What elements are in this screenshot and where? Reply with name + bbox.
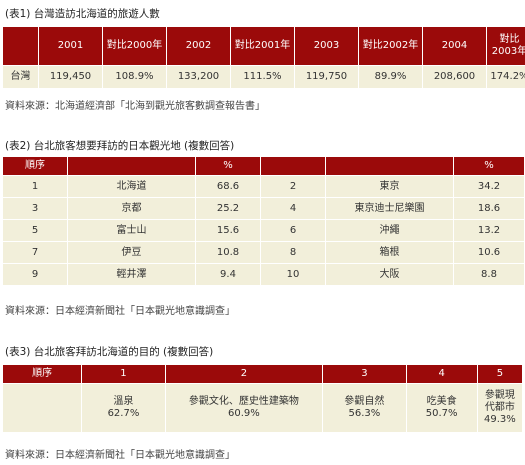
table2-cell: 京都 xyxy=(68,198,195,219)
table2-title: (表2) 台北旅客想要拜訪的日本觀光地 (複數回答) xyxy=(5,140,235,152)
table1-cell: 111.5% xyxy=(231,66,294,88)
table1-cell-region: 台灣 xyxy=(3,66,38,88)
table2-cell: 25.2 xyxy=(196,198,260,219)
table3-header-3: 3 xyxy=(323,365,406,383)
table1-source: 資料來源：北海道經濟部「北海到觀光旅客數調查報告書」 xyxy=(5,101,265,112)
table2-header-place2 xyxy=(326,157,453,175)
table3-cell: 參觀現 代都市 49.3% xyxy=(477,384,522,432)
table2-header-rank2 xyxy=(261,157,325,175)
table1-header-2002: 2002 xyxy=(167,27,230,65)
table2-cell: 13.2 xyxy=(454,220,524,241)
table1-cell: 119,750 xyxy=(295,66,358,88)
table2-cell: 10.8 xyxy=(196,242,260,263)
table2-cell: 沖繩 xyxy=(326,220,453,241)
table2-cell: 1 xyxy=(3,176,67,197)
table2-source: 資料來源：日本經濟新聞社「日本觀光地意識調查」 xyxy=(5,306,235,317)
table2-cell: 8.8 xyxy=(454,264,524,285)
table3-item-pct: 56.3% xyxy=(348,408,381,419)
table1-header-vs2000: 對比2000年 xyxy=(103,27,166,65)
table3-cell-blank xyxy=(3,384,82,432)
table-row: 台灣 119,450 108.9% 133,200 111.5% 119,750… xyxy=(3,66,525,88)
table2-cell: 大阪 xyxy=(326,264,453,285)
table1-header-blank xyxy=(3,27,38,65)
table-row: 3 京都 25.2 4 東京迪士尼樂園 18.6 xyxy=(3,198,524,219)
table1-header-vs2003: 對比2003年 xyxy=(487,27,525,65)
table3-item-label: 參觀文化、歷史性建築物 xyxy=(188,396,299,407)
table2-cell: 34.2 xyxy=(454,176,524,197)
table3-header-4: 4 xyxy=(406,365,477,383)
table2-cell: 7 xyxy=(3,242,67,263)
table2-header-row: 順序 % % xyxy=(3,157,524,175)
table3: 順序 1 2 3 4 5 溫泉 62.7% 參觀文化、歷史性建築物 60.9% … xyxy=(2,364,523,433)
table2-cell: 68.6 xyxy=(196,176,260,197)
table2-cell: 18.6 xyxy=(454,198,524,219)
table3-title: (表3) 台北旅客拜訪北海道的目的 (複數回答) xyxy=(5,346,214,358)
table2-cell: 8 xyxy=(261,242,325,263)
table3-cell: 溫泉 62.7% xyxy=(82,384,165,432)
table1-cell: 208,600 xyxy=(423,66,486,88)
table3-item-pct: 50.7% xyxy=(425,408,458,419)
table1-cell: 89.9% xyxy=(359,66,422,88)
table3-item-label: 代都市 xyxy=(484,402,515,413)
table2-cell: 箱根 xyxy=(326,242,453,263)
table-row: 1 北海道 68.6 2 東京 34.2 xyxy=(3,176,524,197)
table2-header-pct: % xyxy=(196,157,260,175)
table2-cell: 輕井澤 xyxy=(68,264,195,285)
table1-cell: 108.9% xyxy=(103,66,166,88)
table1: 2001 對比2000年 2002 對比2001年 2003 對比2002年 2… xyxy=(2,26,525,89)
table1-cell: 174.2% xyxy=(487,66,525,88)
table1-cell: 119,450 xyxy=(39,66,102,88)
table-row: 7 伊豆 10.8 8 箱根 10.6 xyxy=(3,242,524,263)
table1-header-vs2001: 對比2001年 xyxy=(231,27,294,65)
table3-item-label: 溫泉 xyxy=(113,396,134,407)
table3-header-1: 1 xyxy=(82,365,165,383)
table3-header-2: 2 xyxy=(165,365,323,383)
table3-item-pct: 60.9% xyxy=(228,408,260,419)
table3-cell: 吃美食 50.7% xyxy=(406,384,477,432)
table2-cell: 東京迪士尼樂園 xyxy=(326,198,453,219)
table3-header-rank: 順序 xyxy=(3,365,82,383)
table-row: 溫泉 62.7% 參觀文化、歷史性建築物 60.9% 參觀自然 56.3% 吃美… xyxy=(3,384,522,432)
table3-header-row: 順序 1 2 3 4 5 xyxy=(3,365,522,383)
table2-cell: 北海道 xyxy=(68,176,195,197)
table3-header-5: 5 xyxy=(477,365,522,383)
table2-cell: 東京 xyxy=(326,176,453,197)
table2-cell: 2 xyxy=(261,176,325,197)
table3-cell: 參觀文化、歷史性建築物 60.9% xyxy=(165,384,323,432)
table3-item-label: 吃美食 xyxy=(426,396,457,407)
table2-header-rank: 順序 xyxy=(3,157,67,175)
table2-cell: 5 xyxy=(3,220,67,241)
table1-header-2003: 2003 xyxy=(295,27,358,65)
table3-item-label: 參觀自然 xyxy=(344,396,385,407)
table1-header-vs2002: 對比2002年 xyxy=(359,27,422,65)
table2-cell: 10.6 xyxy=(454,242,524,263)
table2-cell: 15.6 xyxy=(196,220,260,241)
table2: 順序 % % 1 北海道 68.6 2 東京 34.2 3 京都 25.2 4 … xyxy=(2,156,525,286)
table2-cell: 3 xyxy=(3,198,67,219)
table2-header-place xyxy=(68,157,195,175)
table1-title: (表1) 台灣造訪北海道的旅遊人數 xyxy=(5,8,160,20)
table3-item-label: 參觀現 xyxy=(484,390,515,401)
table2-cell: 伊豆 xyxy=(68,242,195,263)
table3-item-pct: 62.7% xyxy=(107,408,140,419)
table2-cell: 4 xyxy=(261,198,325,219)
table-row: 9 輕井澤 9.4 10 大阪 8.8 xyxy=(3,264,524,285)
table2-cell: 9 xyxy=(3,264,67,285)
table-row: 5 富士山 15.6 6 沖繩 13.2 xyxy=(3,220,524,241)
table2-cell: 10 xyxy=(261,264,325,285)
table1-header-2004: 2004 xyxy=(423,27,486,65)
table2-cell: 富士山 xyxy=(68,220,195,241)
table2-header-pct2: % xyxy=(454,157,524,175)
table3-item-pct: 49.3% xyxy=(484,414,516,425)
table1-header-row: 2001 對比2000年 2002 對比2001年 2003 對比2002年 2… xyxy=(3,27,525,65)
table3-source: 資料來源：日本經濟新聞社「日本觀光地意識調查」 xyxy=(5,450,235,461)
table3-cell: 參觀自然 56.3% xyxy=(323,384,406,432)
table2-cell: 6 xyxy=(261,220,325,241)
table1-cell: 133,200 xyxy=(167,66,230,88)
table1-header-2001: 2001 xyxy=(39,27,102,65)
table2-cell: 9.4 xyxy=(196,264,260,285)
